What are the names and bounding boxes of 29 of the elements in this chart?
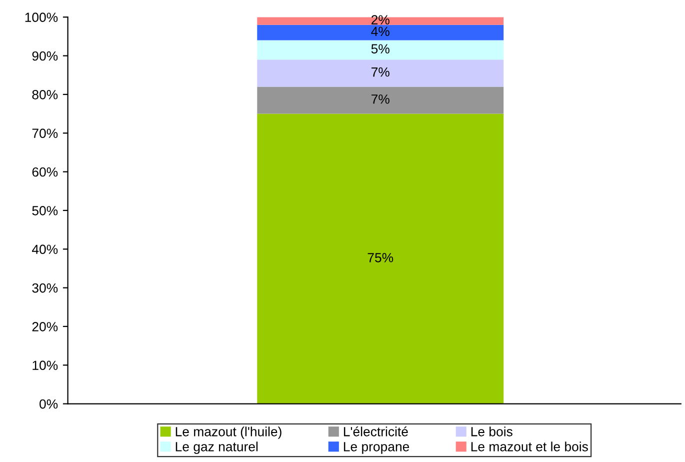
legend-label: Le bois bbox=[471, 426, 512, 436]
data-label: 75% bbox=[368, 253, 394, 262]
y-tick-label: 30% bbox=[32, 283, 58, 293]
y-tick-label: 70% bbox=[32, 128, 58, 138]
data-label: 7% bbox=[372, 67, 390, 77]
bar bbox=[257, 60, 504, 87]
y-tick-label: 0% bbox=[40, 399, 58, 409]
bar bbox=[257, 114, 504, 404]
data-label: 2% bbox=[371, 15, 390, 24]
y-tick-label: 20% bbox=[32, 322, 58, 332]
y-tick-label: 60% bbox=[32, 167, 58, 177]
legend-label: Le gaz naturel bbox=[176, 442, 258, 454]
bar bbox=[257, 17, 504, 25]
legend-label: L'électricité bbox=[344, 426, 408, 436]
data-label: 7% bbox=[372, 94, 390, 104]
y-tick-label: 80% bbox=[32, 90, 58, 100]
y-tick-label: 50% bbox=[32, 206, 58, 216]
y-tick-label: 10% bbox=[32, 360, 58, 370]
bar bbox=[257, 40, 504, 60]
data-label: 5% bbox=[371, 44, 390, 54]
y-tick-label: 100% bbox=[25, 12, 58, 22]
y-tick-label: 40% bbox=[32, 244, 58, 254]
bar bbox=[257, 86, 504, 114]
y-tick-label: 90% bbox=[32, 51, 58, 61]
bar bbox=[257, 24, 504, 40]
data-label: 4% bbox=[371, 26, 390, 36]
legend-label: Le mazout (l'huile) bbox=[176, 426, 282, 439]
legend-label: Le propane bbox=[344, 442, 410, 454]
legend-label: Le mazout et le bois bbox=[471, 442, 588, 452]
